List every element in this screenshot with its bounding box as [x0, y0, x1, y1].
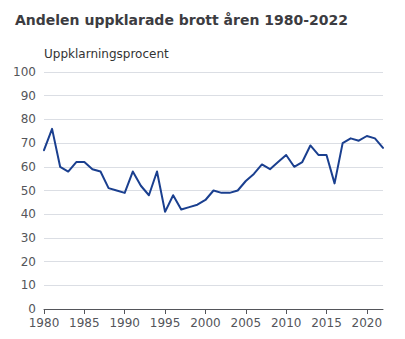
svg-text:1985: 1985: [69, 316, 100, 330]
svg-text:Andelen uppklarade brott åren: Andelen uppklarade brott åren 1980-2022: [15, 12, 348, 28]
svg-text:2020: 2020: [352, 316, 383, 330]
svg-text:2015: 2015: [311, 316, 342, 330]
svg-text:Uppklarningsprocent: Uppklarningsprocent: [44, 47, 169, 61]
svg-text:0: 0: [28, 302, 36, 316]
svg-text:2000: 2000: [190, 316, 221, 330]
svg-text:1990: 1990: [109, 316, 140, 330]
svg-text:100: 100: [13, 65, 36, 79]
svg-text:40: 40: [21, 207, 36, 221]
svg-text:70: 70: [21, 136, 36, 150]
svg-text:60: 60: [21, 160, 36, 174]
svg-text:50: 50: [21, 184, 36, 198]
svg-text:10: 10: [21, 278, 36, 292]
svg-text:30: 30: [21, 231, 36, 245]
svg-text:90: 90: [21, 89, 36, 103]
svg-text:2010: 2010: [271, 316, 302, 330]
svg-text:1995: 1995: [150, 316, 181, 330]
svg-text:2005: 2005: [231, 316, 262, 330]
svg-text:80: 80: [21, 112, 36, 126]
svg-text:20: 20: [21, 255, 36, 269]
svg-text:1980: 1980: [29, 316, 60, 330]
